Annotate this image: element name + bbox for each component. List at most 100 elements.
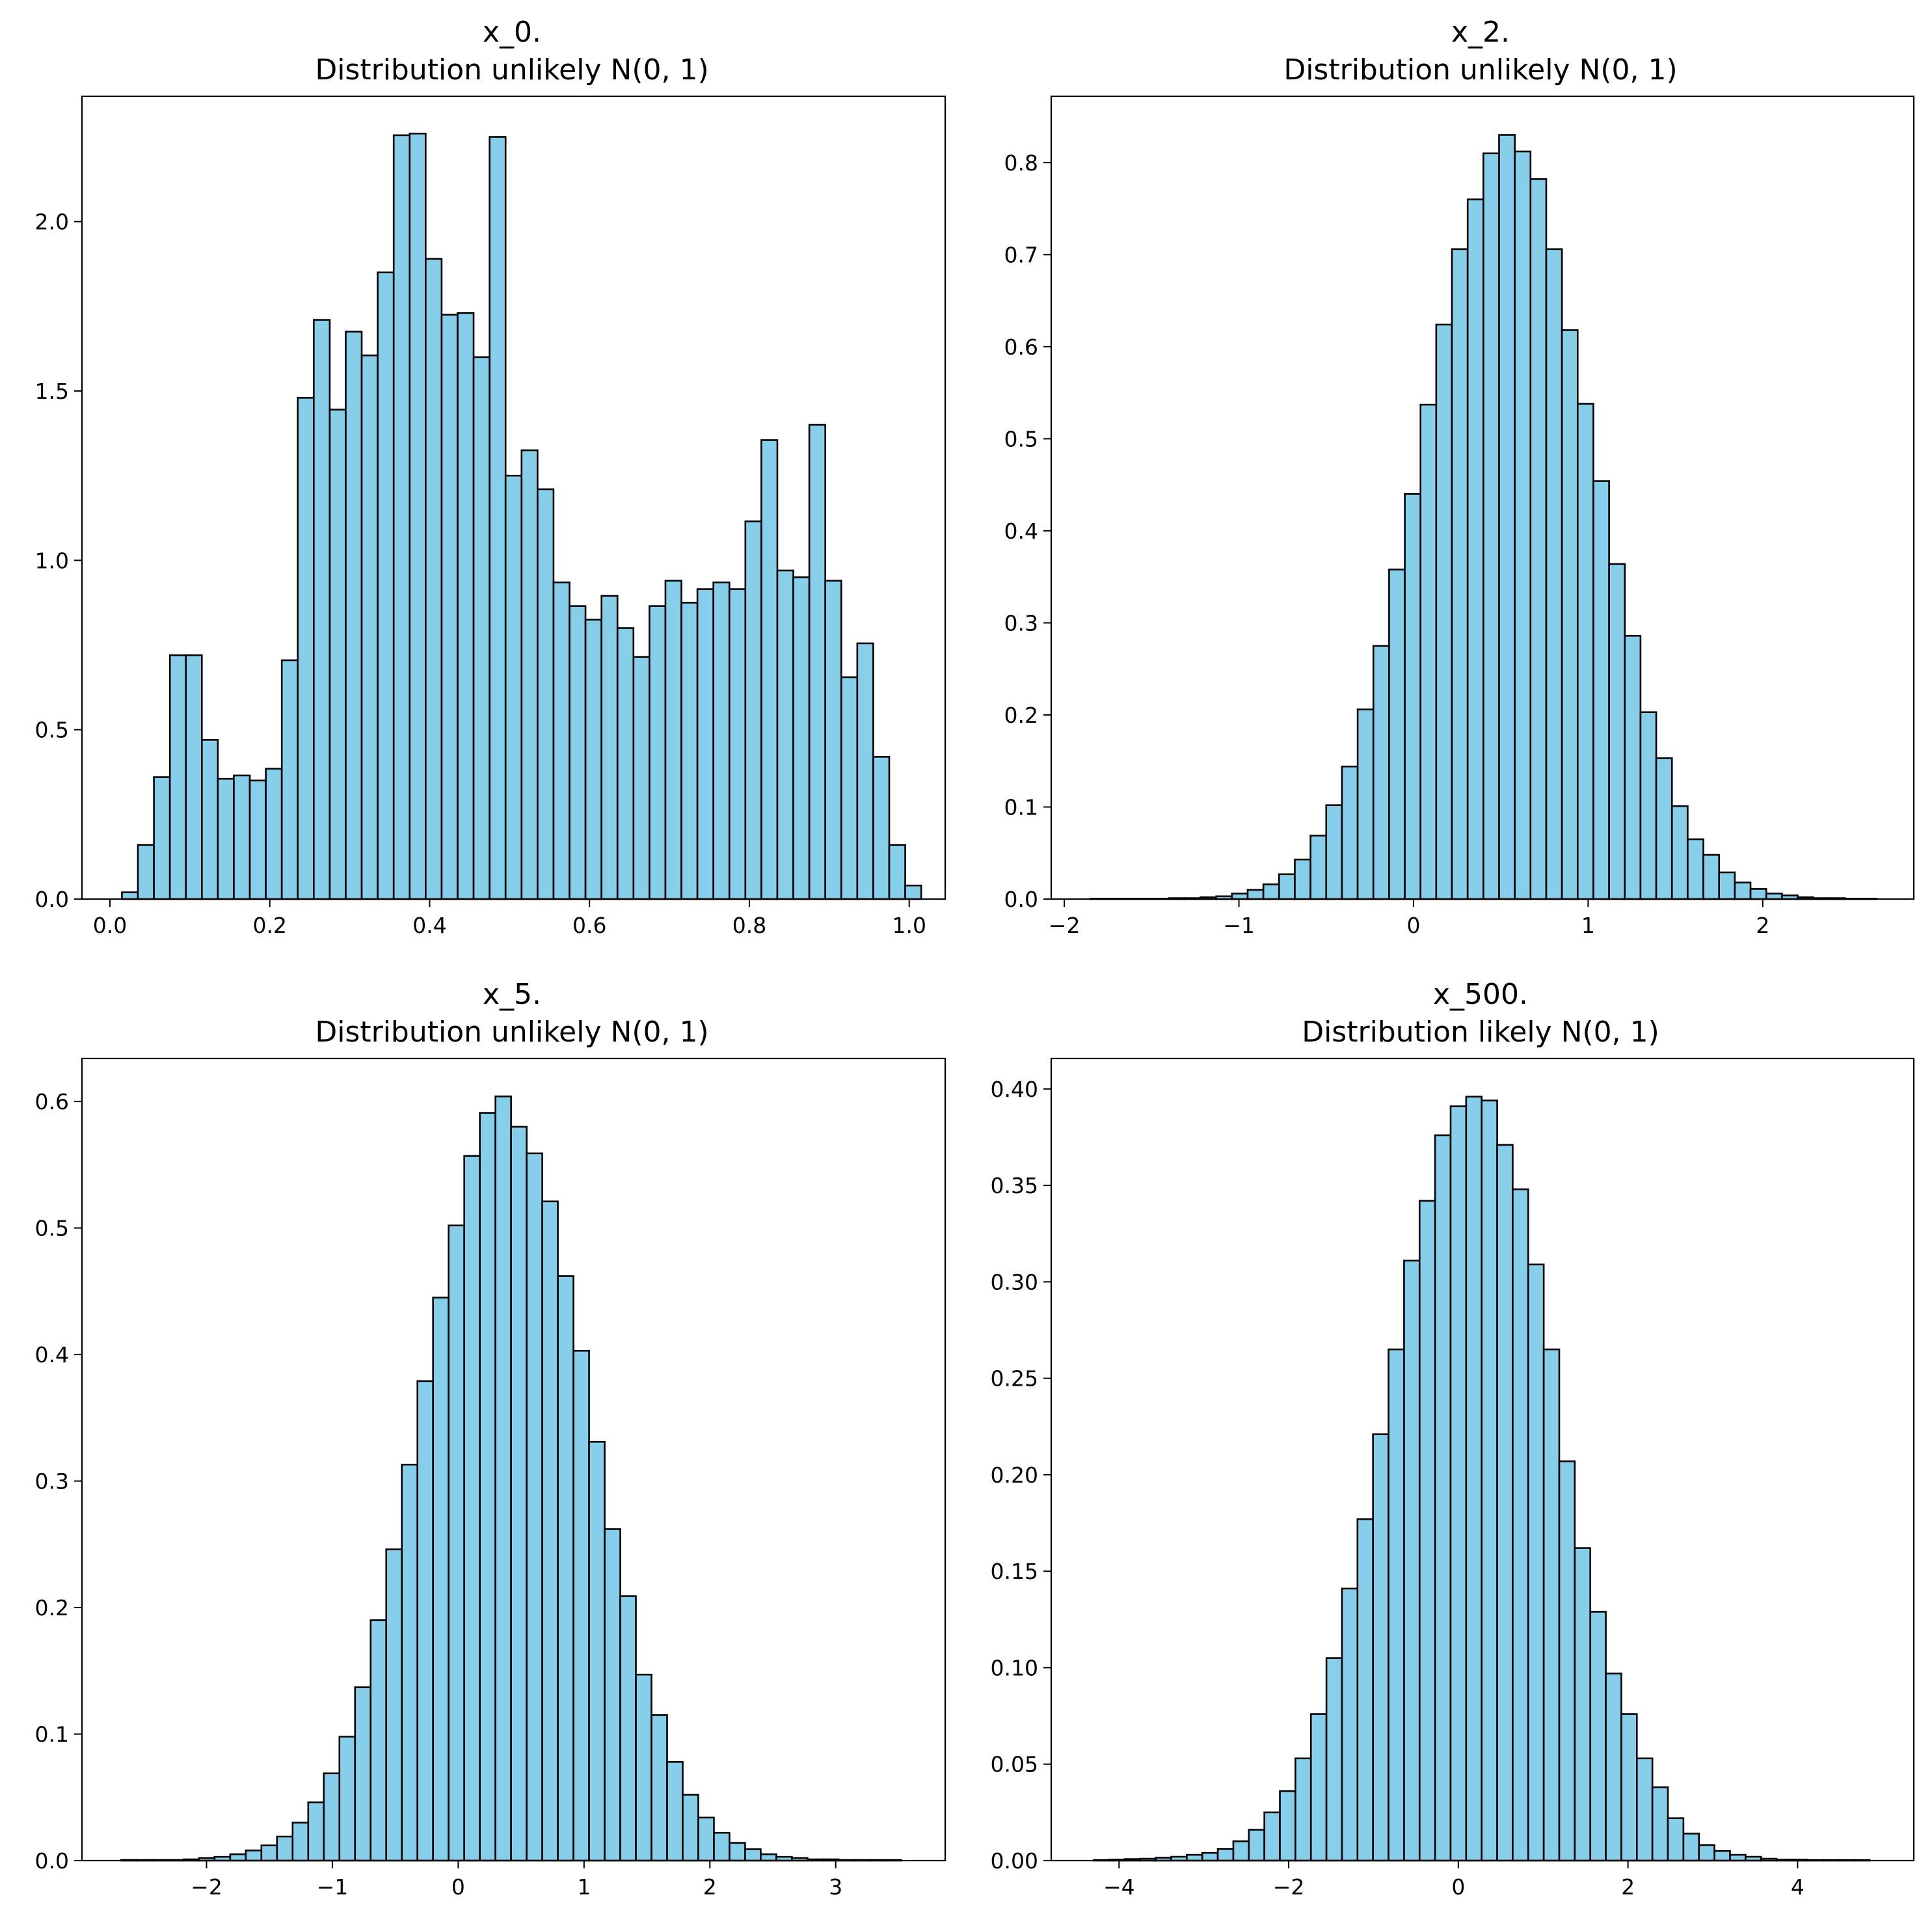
histogram-bar: [557, 1275, 574, 1862]
histogram-bar: [260, 1844, 278, 1862]
histogram-bar: [588, 1440, 606, 1862]
y-tick-label: 0.0: [35, 1848, 69, 1874]
histogram-bar: [229, 1853, 247, 1862]
histogram-bar: [1608, 563, 1626, 900]
y-tick-label: 0.5: [35, 718, 69, 743]
histogram-bar: [1278, 873, 1296, 900]
y-tick-label: 0.1: [1004, 794, 1038, 820]
subplot-title: x_2.: [1451, 16, 1510, 49]
histogram-bar: [1702, 854, 1721, 900]
histogram-bar: [1561, 329, 1579, 900]
histogram-bar: [744, 1848, 762, 1862]
histogram-bar: [1388, 569, 1406, 900]
histogram-bar: [792, 576, 811, 900]
histogram-bar: [1419, 403, 1438, 900]
histogram-bar: [1529, 178, 1548, 900]
histogram-bar: [1451, 248, 1469, 900]
histogram-bar: [265, 768, 283, 900]
histogram-bar: [1466, 198, 1484, 900]
histogram-bar: [1734, 882, 1752, 900]
y-tick-label: 0.6: [1004, 334, 1038, 360]
histogram-bar: [504, 474, 523, 900]
histogram-bar: [904, 884, 922, 900]
histogram-bar: [1483, 152, 1500, 900]
histogram-bar: [280, 659, 299, 900]
y-tick-label: 0.30: [991, 1269, 1038, 1295]
histogram-bar: [369, 1619, 388, 1862]
histogram-bar: [463, 1155, 481, 1862]
histogram-bar: [697, 1816, 715, 1862]
y-tick-label: 0.35: [991, 1173, 1038, 1198]
histogram-bar: [1279, 1790, 1296, 1862]
histogram-bar: [1325, 804, 1343, 900]
x-tick-label: 0: [1451, 1874, 1465, 1900]
subplot-subtitle: Distribution unlikely N(0, 1): [315, 1016, 708, 1049]
histogram-bar: [1636, 1757, 1654, 1862]
y-tick-label: 0.8: [1004, 150, 1038, 176]
y-tick-label: 0.40: [991, 1077, 1038, 1102]
histogram-bar: [1465, 1096, 1483, 1862]
histogram-bar: [1341, 765, 1359, 900]
histogram-bar: [1341, 1587, 1359, 1862]
histogram-bar: [291, 1822, 310, 1862]
histogram-bar: [1231, 893, 1249, 900]
subplot-title: x_5.: [483, 978, 541, 1011]
histogram-bar: [1372, 645, 1390, 900]
y-axis: 0.0 0.1 0.2 0.3 0.4 0.5 0.6: [35, 1089, 82, 1874]
histogram-bar: [520, 449, 539, 900]
subplot-subtitle: Distribution unlikely N(0, 1): [315, 53, 708, 87]
histogram-bar: [744, 520, 762, 900]
x-tick-label: 0.2: [253, 913, 287, 938]
histogram-bar: [1545, 248, 1563, 900]
histogram-bar: [377, 271, 395, 900]
histogram-bar: [329, 409, 347, 900]
y-tick-label: 0.5: [35, 1216, 69, 1241]
histogram-bar: [635, 1673, 652, 1862]
x-tick-label: 4: [1791, 1874, 1805, 1900]
histogram-bar: [1325, 1657, 1343, 1862]
y-tick-label: 1.0: [35, 548, 69, 573]
x-tick-label: 0.4: [412, 913, 446, 938]
histogram-bar: [776, 569, 794, 900]
histogram-bars: [1092, 1096, 1871, 1862]
y-tick-label: 0.0: [35, 887, 69, 912]
histogram-bar: [1576, 403, 1594, 900]
histogram-bar: [153, 776, 171, 900]
histogram-bar: [297, 397, 315, 900]
histogram-bar: [338, 1736, 356, 1862]
x-axis: −2 −1 0 1 2: [1049, 899, 1769, 938]
histogram-bar: [1232, 1840, 1250, 1862]
y-tick-label: 0.0: [1004, 887, 1038, 912]
histogram-bar: [619, 1595, 637, 1862]
histogram-bar: [537, 488, 555, 900]
x-tick-label: −2: [1273, 1874, 1305, 1900]
histogram-bar: [682, 1794, 699, 1862]
histogram-bar: [696, 588, 714, 900]
histogram-bar: [569, 605, 587, 900]
histogram-bar: [713, 1831, 731, 1862]
subplot-x5: x_5. Distribution unlikely N(0, 1) −2 −1 0…: [35, 978, 946, 1900]
histogram-bar: [1718, 871, 1736, 900]
histogram-bar: [440, 314, 459, 900]
histogram-bar: [1514, 150, 1532, 900]
histogram-bar: [584, 619, 602, 900]
x-tick-label: 0: [1406, 913, 1420, 938]
histogram-bar: [1498, 134, 1516, 900]
histogram-bar: [354, 1686, 372, 1862]
y-tick-label: 0.25: [991, 1366, 1038, 1392]
histogram-bar: [392, 134, 411, 900]
x-axis: −2 −1 0 1 2 3: [191, 1861, 842, 1900]
histogram-bar: [121, 891, 139, 900]
histogram-bar: [1605, 1673, 1622, 1862]
x-tick-label: −2: [1049, 913, 1080, 938]
histogram-bar: [457, 312, 475, 900]
histogram-bar: [472, 356, 490, 900]
histogram-bar: [1682, 1833, 1700, 1862]
histogram-bar: [185, 654, 203, 900]
histogram-bar: [1542, 1348, 1561, 1862]
histogram-bar: [664, 580, 682, 900]
histogram-bar: [824, 580, 842, 900]
histogram-bar: [432, 1297, 449, 1862]
histogram-bar: [1403, 1259, 1421, 1862]
